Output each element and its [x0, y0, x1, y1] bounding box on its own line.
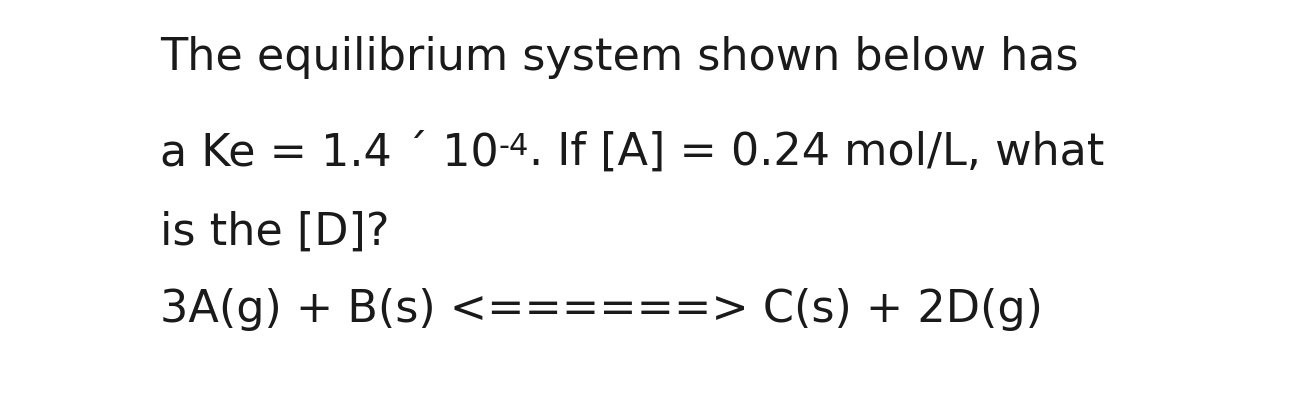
Text: is the [D]?: is the [D]?	[160, 211, 390, 254]
Text: a Ke = 1.4 ´ 10: a Ke = 1.4 ´ 10	[160, 131, 499, 174]
Text: The equilibrium system shown below has: The equilibrium system shown below has	[160, 36, 1078, 79]
Text: 3A(g) + B(s) <======> C(s) + 2D(g): 3A(g) + B(s) <======> C(s) + 2D(g)	[160, 288, 1042, 331]
Text: -4: -4	[499, 132, 529, 161]
Text: . If [A] = 0.24 mol/L, what: . If [A] = 0.24 mol/L, what	[529, 131, 1104, 174]
